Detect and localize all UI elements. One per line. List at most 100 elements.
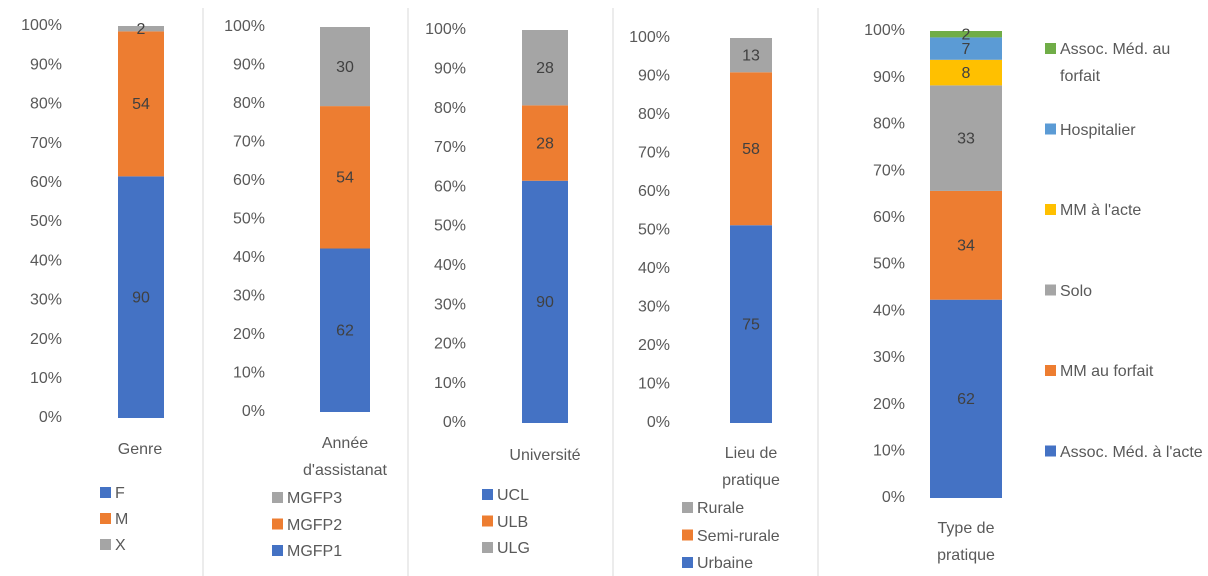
- y-tick-label: 50%: [30, 213, 62, 230]
- y-tick-label: 20%: [434, 336, 466, 353]
- y-tick-label: 10%: [434, 375, 466, 392]
- legend-swatch: [272, 518, 283, 530]
- y-tick-label: 80%: [638, 106, 670, 123]
- y-tick-label: 60%: [233, 172, 265, 189]
- data-label: 62: [957, 391, 975, 408]
- bar-segment: [118, 26, 164, 32]
- y-tick-label: 60%: [30, 174, 62, 191]
- y-tick-label: 20%: [638, 337, 670, 354]
- legend-swatch: [100, 487, 111, 498]
- y-tick-label: 50%: [873, 256, 905, 273]
- y-tick-label: 100%: [224, 18, 265, 35]
- y-tick-label: 70%: [30, 135, 62, 152]
- data-label: 54: [132, 96, 150, 113]
- y-tick-label: 30%: [233, 288, 265, 305]
- bar-segment: [930, 31, 1002, 38]
- y-tick-label: 0%: [882, 489, 905, 506]
- y-tick-label: 0%: [242, 403, 265, 420]
- y-tick-label: 30%: [638, 299, 670, 316]
- data-label: 90: [536, 294, 554, 311]
- y-tick-label: 90%: [30, 56, 62, 73]
- legend-label: Semi-rurale: [697, 527, 780, 545]
- category-label: Genre: [117, 441, 163, 458]
- legend-swatch: [482, 489, 493, 500]
- legend-swatch: [100, 513, 111, 524]
- bar-segment: [118, 176, 164, 418]
- bar-segment: [930, 37, 1002, 60]
- legend-swatch: [1045, 284, 1056, 296]
- y-tick-label: 60%: [873, 209, 905, 226]
- bar-segment: [730, 225, 772, 423]
- y-tick-label: 40%: [638, 260, 670, 277]
- y-tick-label: 100%: [425, 21, 466, 38]
- y-tick-label: 40%: [233, 249, 265, 266]
- legend-label: F: [115, 485, 125, 502]
- y-tick-label: 90%: [434, 61, 466, 78]
- bar-segment: [930, 299, 1002, 498]
- legend-swatch: [682, 502, 693, 513]
- legend-label: MGFP3: [287, 490, 343, 507]
- legend-swatch: [100, 539, 111, 550]
- legend-label: Rurale: [697, 500, 745, 517]
- y-tick-label: 0%: [39, 409, 62, 426]
- y-tick-label: 80%: [30, 96, 62, 113]
- legend-label: M: [115, 511, 129, 528]
- legend-label: Solo: [1060, 282, 1093, 300]
- legend-swatch: [272, 492, 283, 503]
- legend-label: Assoc. Méd. au forfait: [1060, 41, 1171, 85]
- legend-swatch: [682, 557, 693, 568]
- legend-swatch: [682, 529, 693, 541]
- y-tick-label: 90%: [638, 68, 670, 85]
- y-tick-label: 20%: [873, 396, 905, 413]
- y-tick-label: 90%: [233, 57, 265, 74]
- data-label: 75: [742, 316, 760, 333]
- legend-label: MM à l'acte: [1060, 202, 1142, 219]
- legend-label: ULG: [497, 540, 530, 557]
- category-label: Année d'assistanat: [303, 435, 387, 479]
- y-tick-label: 20%: [30, 331, 62, 348]
- y-tick-label: 70%: [638, 145, 670, 162]
- legend-label: X: [115, 537, 126, 554]
- y-tick-label: 10%: [233, 365, 265, 382]
- y-tick-label: 20%: [233, 326, 265, 343]
- legend-label: Hospitalier: [1060, 121, 1136, 139]
- bar-segment: [320, 106, 370, 249]
- data-label: 30: [336, 59, 354, 76]
- legend-label: MGFP1: [287, 543, 343, 560]
- y-tick-label: 0%: [443, 414, 466, 431]
- y-tick-label: 40%: [873, 302, 905, 319]
- legend-swatch: [1045, 365, 1056, 376]
- y-tick-label: 10%: [638, 376, 670, 393]
- bar-segment: [730, 38, 772, 73]
- y-tick-label: 0%: [647, 414, 670, 431]
- y-tick-label: 10%: [30, 370, 62, 387]
- data-label: 28: [536, 135, 554, 152]
- legend-label: ULB: [497, 513, 529, 531]
- y-tick-label: 100%: [864, 22, 905, 39]
- y-tick-label: 50%: [434, 218, 466, 235]
- legend-swatch: [1045, 445, 1056, 457]
- legend-swatch: [482, 515, 493, 527]
- y-tick-label: 50%: [638, 222, 670, 239]
- legend-swatch: [1045, 204, 1056, 215]
- y-tick-label: 80%: [233, 95, 265, 112]
- bar-segment: [930, 85, 1002, 191]
- bar-segment: [118, 31, 164, 177]
- y-tick-label: 60%: [434, 178, 466, 195]
- y-tick-label: 40%: [30, 252, 62, 269]
- data-label: 7: [962, 41, 971, 58]
- data-label: 28: [536, 60, 554, 77]
- y-tick-label: 70%: [233, 134, 265, 151]
- bar-segment: [930, 59, 1002, 86]
- legend-label: MM au forfait: [1060, 363, 1154, 380]
- y-tick-label: 70%: [434, 139, 466, 156]
- y-tick-label: 30%: [873, 349, 905, 366]
- y-tick-label: 90%: [873, 69, 905, 86]
- data-label: 2: [137, 21, 146, 38]
- data-label: 58: [742, 141, 760, 158]
- legend-swatch: [1045, 123, 1056, 135]
- data-label: 33: [957, 130, 975, 147]
- y-tick-label: 60%: [638, 183, 670, 200]
